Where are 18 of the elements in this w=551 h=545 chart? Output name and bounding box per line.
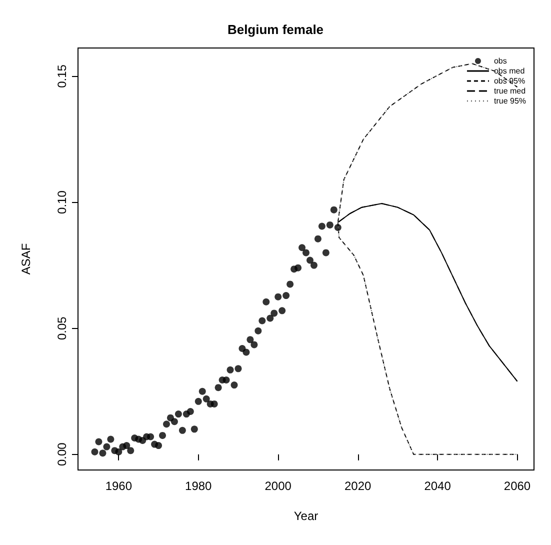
x-tick-label: 1960 — [105, 479, 132, 493]
y-tick-label: 0.00 — [55, 442, 69, 466]
y-axis-title: ASAF — [19, 243, 33, 275]
legend-label: obs med — [494, 66, 525, 76]
legend-label: true med — [494, 86, 526, 96]
chart-title: Belgium female — [227, 22, 324, 37]
y-tick-label: 0.10 — [55, 190, 69, 214]
x-tick-label: 2020 — [344, 479, 372, 493]
x-tick-label: 2000 — [264, 479, 292, 493]
legend-label: true 95% — [494, 96, 526, 106]
x-tick-label: 2060 — [504, 479, 531, 493]
x-tick-label: 2040 — [424, 479, 452, 493]
legend-label: obs 95% — [494, 76, 526, 86]
y-tick-label: 0.15 — [55, 64, 69, 88]
x-tick-label: 1980 — [185, 479, 212, 493]
x-axis-title: Year — [294, 509, 318, 523]
y-tick-label: 0.05 — [55, 316, 69, 340]
legend-label: obs — [494, 56, 507, 66]
